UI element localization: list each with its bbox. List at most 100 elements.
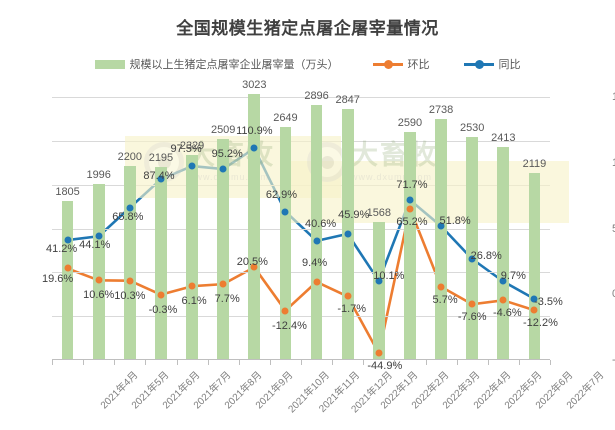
point-value-label: 95.2% [211, 148, 243, 161]
data-point[interactable] [219, 280, 227, 288]
bar[interactable] [217, 139, 230, 359]
point-value-label: 5.7% [432, 293, 458, 306]
point-value-label: 65.2% [396, 215, 428, 228]
point-value-label: 97.5% [170, 143, 202, 156]
data-point[interactable] [406, 205, 414, 212]
data-point[interactable] [468, 300, 476, 308]
bar[interactable] [372, 221, 385, 359]
bar[interactable] [92, 184, 105, 359]
bar-value-label: 2590 [397, 116, 423, 129]
data-point[interactable] [437, 222, 445, 230]
data-point[interactable] [250, 144, 258, 152]
gridline [52, 316, 550, 318]
point-value-label: 6.1% [181, 295, 207, 308]
data-point[interactable] [499, 296, 507, 304]
point-value-label: 71.7% [396, 178, 428, 191]
point-value-label: 19.6% [41, 273, 74, 286]
bar[interactable] [123, 166, 136, 359]
data-point[interactable] [530, 295, 538, 303]
data-point[interactable] [375, 277, 383, 285]
y2-axis-tick-label: 0.0% [612, 288, 615, 300]
data-point[interactable] [157, 291, 165, 299]
bar-value-label: 2119 [522, 158, 547, 171]
data-point[interactable] [95, 276, 103, 284]
bar[interactable] [279, 126, 292, 359]
data-point[interactable] [437, 283, 445, 291]
y2-axis-tick-label: 150.0% [612, 91, 615, 103]
legend-item-bar[interactable]: 规模以上生猪定点屠宰企业屠宰量（万头） [94, 56, 339, 72]
bar-value-label: 2649 [273, 111, 298, 124]
data-point[interactable] [281, 208, 289, 216]
line-marker-icon-yoy [463, 59, 494, 69]
bar-value-label: 2896 [304, 90, 329, 103]
point-value-label: 87.4% [143, 170, 175, 183]
bar[interactable] [497, 147, 510, 359]
data-point[interactable] [250, 263, 258, 271]
x-axis-line [52, 359, 550, 360]
bar[interactable] [155, 166, 167, 359]
bar-value-label: 1996 [86, 169, 111, 182]
x-axis-tick [207, 360, 209, 365]
legend-item-yoy[interactable]: 同比 [463, 56, 521, 72]
data-point[interactable] [126, 277, 134, 285]
data-point[interactable] [188, 282, 196, 290]
point-value-label: -12.2% [523, 317, 558, 330]
bar-value-label: 2329 [179, 139, 205, 152]
gridline [52, 272, 550, 274]
data-point[interactable] [499, 277, 507, 285]
x-axis-tick [114, 360, 116, 365]
data-point[interactable] [95, 232, 103, 240]
point-value-label: -1.7% [337, 303, 367, 316]
bar-value-label: 2738 [428, 103, 454, 116]
bar[interactable] [528, 173, 541, 359]
data-point[interactable] [64, 264, 72, 272]
x-axis-tick [487, 360, 489, 365]
watermark-band [288, 161, 569, 223]
data-point[interactable] [219, 165, 227, 173]
bar[interactable] [404, 131, 416, 359]
data-point[interactable] [530, 306, 538, 314]
point-value-label: 9.7% [500, 270, 526, 283]
x-axis-tick [238, 360, 240, 365]
chart-title: 全国规模生猪定点屠企屠宰量情况 [176, 19, 439, 38]
bar-value-label: 1805 [55, 185, 80, 198]
plot-area: 050010001500200025003000-50.0%0.0%50.0%1… [42, 79, 615, 415]
data-point[interactable] [344, 230, 352, 238]
point-value-label: -12.4% [272, 319, 307, 332]
point-value-label: -4.6% [492, 307, 522, 320]
chart-legend: 规模以上生猪定点屠宰企业屠宰量（万头） 环比 同比 [0, 56, 615, 72]
legend-item-mom[interactable]: 环比 [372, 56, 430, 72]
bar[interactable] [248, 93, 261, 359]
data-point[interactable] [188, 162, 196, 170]
data-point[interactable] [375, 349, 383, 357]
legend-label-bar: 规模以上生猪定点屠宰企业屠宰量（万头） [129, 59, 339, 71]
data-point[interactable] [313, 278, 321, 286]
bar[interactable] [435, 118, 447, 359]
x-axis-tick [425, 360, 427, 365]
point-value-label: 7.7% [214, 293, 240, 306]
bar[interactable] [310, 105, 323, 359]
data-point[interactable] [313, 237, 321, 245]
point-value-label: 9.4% [302, 256, 328, 269]
bar[interactable] [466, 137, 479, 359]
data-point[interactable] [406, 196, 414, 204]
data-point[interactable] [126, 204, 134, 212]
bar-value-label: 2200 [117, 151, 143, 164]
bar-value-label: 1568 [366, 206, 392, 219]
gridline [52, 97, 550, 98]
point-value-label: 51.8% [439, 215, 471, 228]
data-point[interactable] [344, 292, 352, 300]
data-point[interactable] [281, 307, 289, 315]
bar[interactable] [61, 200, 74, 359]
bar[interactable] [186, 154, 198, 359]
point-value-label: -3.5% [534, 295, 563, 308]
x-axis-tick [332, 360, 334, 365]
x-axis-tick [518, 360, 520, 365]
point-value-label: 40.6% [304, 217, 337, 230]
data-point[interactable] [64, 236, 72, 244]
data-point[interactable] [157, 175, 165, 183]
y2-axis-tick-label: 50.0% [612, 223, 615, 235]
point-value-label: 65.8% [112, 210, 144, 223]
data-point[interactable] [468, 255, 476, 263]
point-value-label: 10.3% [114, 289, 146, 302]
